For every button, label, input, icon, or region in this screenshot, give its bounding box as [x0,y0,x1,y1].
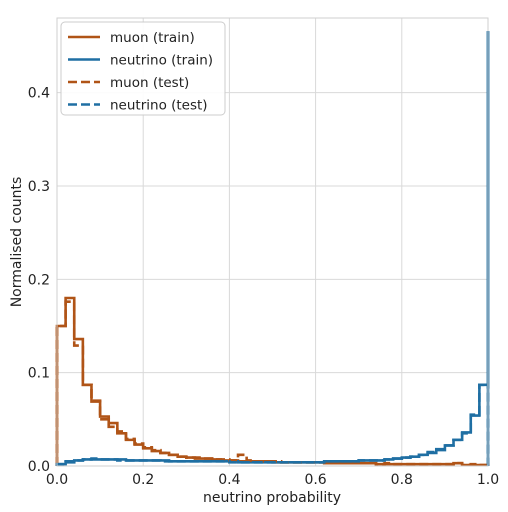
x-tick-labels: 0.0 0.2 0.4 0.6 0.8 1.0 [46,472,499,488]
y-tick-label: 0.2 [28,272,50,288]
y-tick-label: 0.0 [28,459,50,475]
legend-label: neutrino (train) [110,53,213,69]
x-tick-label: 1.0 [477,472,499,488]
y-tick-label: 0.3 [28,179,50,195]
legend-label: neutrino (test) [110,98,208,114]
series-neutrino-test [55,31,490,466]
legend-box [60,21,226,116]
series-muon-test [55,300,490,467]
grid-lines [56,18,489,467]
y-axis-label: Normalised counts [9,177,25,308]
x-tick-label: 0.8 [391,472,413,488]
x-axis-label: neutrino probability [203,490,341,506]
y-tick-label: 0.4 [28,86,50,102]
y-tick-labels: 0.0 0.1 0.2 0.3 0.4 [28,86,50,475]
x-tick-label: 0.6 [304,472,326,488]
legend: muon (train) neutrino (train) muon (test) n… [60,21,226,116]
series-layer [55,31,490,467]
y-tick-label: 0.1 [28,366,50,382]
legend-label: muon (train) [110,30,195,46]
x-tick-label: 0.0 [46,472,68,488]
plot-frame [56,17,489,467]
legend-label: muon (test) [110,75,189,91]
x-tick-label: 0.4 [218,472,240,488]
x-tick-label: 0.2 [132,472,154,488]
